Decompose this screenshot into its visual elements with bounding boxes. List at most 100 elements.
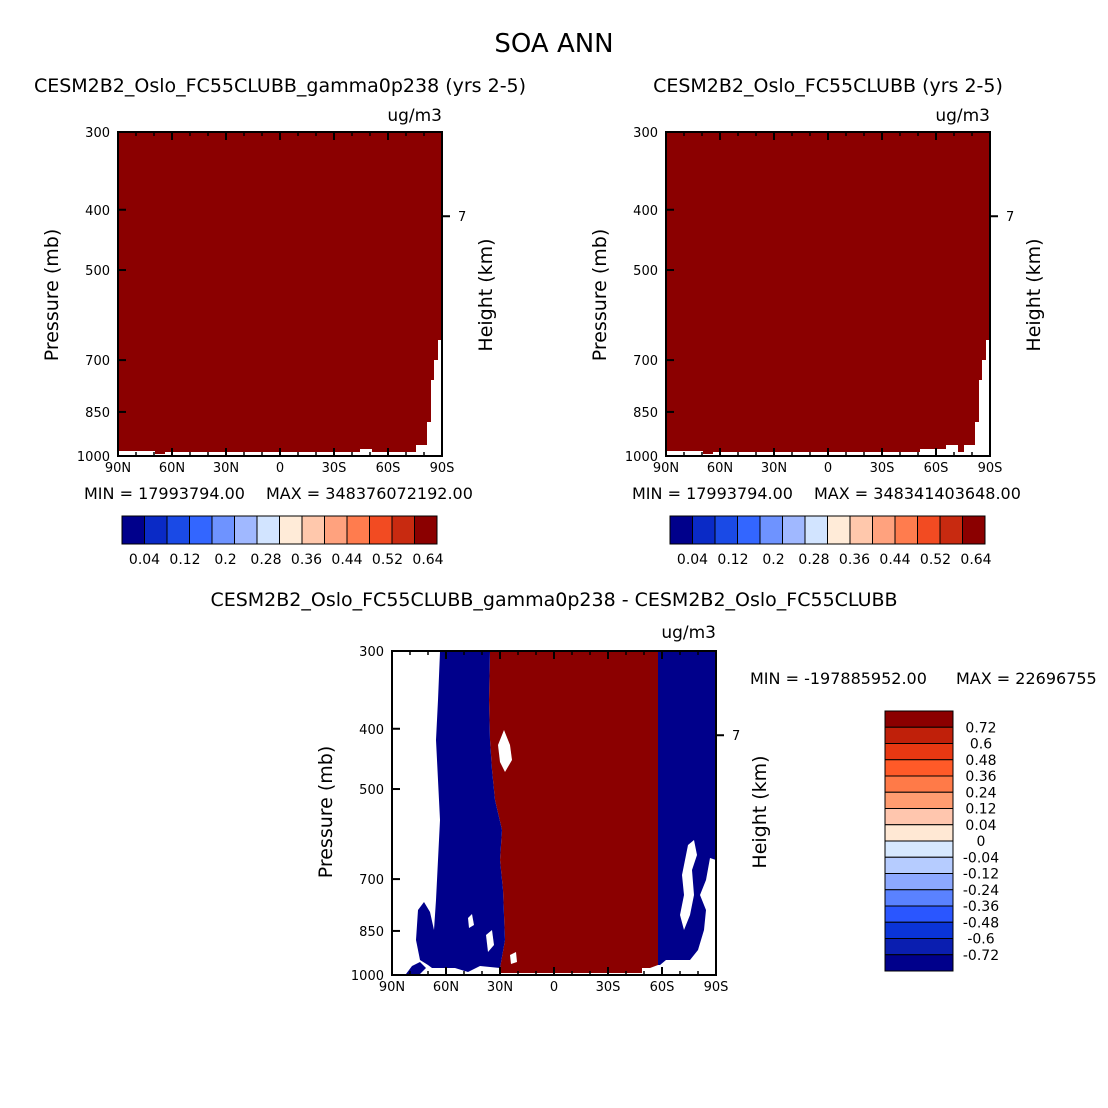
colorbar-label: 0.04 bbox=[129, 552, 160, 568]
panel-top-right: CESM2B2_Oslo_FC55CLUBB (yrs 2-5) ug/m3 9… bbox=[589, 75, 1045, 503]
colorbar-swatch bbox=[369, 515, 393, 545]
colorbar-label: 0.12 bbox=[169, 552, 200, 568]
x-tick-label: 60S bbox=[650, 980, 675, 995]
y-tick-label: 500 bbox=[359, 783, 384, 798]
negative-band-north bbox=[416, 652, 505, 972]
colorbar-swatch bbox=[234, 515, 258, 545]
colorbar-label: 0.2 bbox=[762, 552, 784, 568]
x-tick-label: 90S bbox=[704, 980, 729, 995]
panel-title: CESM2B2_Oslo_FC55CLUBB (yrs 2-5) bbox=[653, 75, 1003, 97]
colorbar-swatch bbox=[884, 954, 954, 972]
x-tick-label: 90N bbox=[379, 980, 405, 995]
colorbar-label: 0.12 bbox=[965, 802, 996, 818]
colorbar-label: 0.28 bbox=[798, 552, 829, 568]
x-tick-label: 90S bbox=[978, 461, 1003, 476]
colorbar-label: 0.44 bbox=[331, 552, 362, 568]
white-holes bbox=[468, 730, 697, 964]
colorbar-label: -0.12 bbox=[963, 867, 999, 883]
negative-band-south bbox=[658, 652, 716, 965]
y-tick-label: 850 bbox=[85, 406, 110, 421]
axes-frame: 90N 60N 30N 0 30S 60S 90S 300 400 500 700 850 1000 7 bbox=[351, 645, 740, 995]
colorbar-swatch bbox=[346, 515, 370, 545]
colorbar-label: 0.6 bbox=[970, 737, 992, 753]
right-tick-label: 7 bbox=[458, 210, 466, 225]
y-tick-label: 500 bbox=[85, 264, 110, 279]
colorbar-swatch bbox=[804, 515, 828, 545]
y-tick-label: 500 bbox=[633, 264, 658, 279]
figure-title: SOA ANN bbox=[494, 29, 613, 59]
x-tick-label: 90N bbox=[653, 461, 679, 476]
x-tick-label: 30N bbox=[487, 980, 513, 995]
colorbar-swatch bbox=[256, 515, 280, 545]
units-label: ug/m3 bbox=[387, 106, 442, 126]
y-tick-label: 300 bbox=[359, 645, 384, 660]
colorbar-swatch bbox=[391, 515, 415, 545]
x-tick-label: 30N bbox=[761, 461, 787, 476]
y-tick-label: 700 bbox=[359, 873, 384, 888]
colorbar-swatch bbox=[669, 515, 693, 545]
x-tick-label: 0 bbox=[550, 980, 558, 995]
x-tick-label: 60S bbox=[376, 461, 401, 476]
colorbar-swatch bbox=[166, 515, 190, 545]
colorbar-swatch bbox=[884, 873, 954, 891]
panel-difference: CESM2B2_Oslo_FC55CLUBB_gamma0p238 - CESM… bbox=[210, 589, 1096, 995]
x-tick-label: 60N bbox=[433, 980, 459, 995]
colorbar-label: 0.04 bbox=[965, 818, 996, 834]
colorbar-swatch bbox=[827, 515, 851, 545]
x-tick-label: 60N bbox=[707, 461, 733, 476]
colorbar-swatch bbox=[782, 515, 806, 545]
colorbar-swatch bbox=[884, 856, 954, 874]
y-tick-label: 300 bbox=[633, 126, 658, 141]
colorbar-swatch bbox=[324, 515, 348, 545]
colorbar-top-right: 0.04 0.12 0.2 0.28 0.36 0.44 0.52 0.64 bbox=[669, 515, 992, 568]
colorbar-swatch bbox=[211, 515, 235, 545]
colorbar-swatch bbox=[121, 515, 145, 545]
colorbar-label: 0.24 bbox=[965, 785, 996, 801]
colorbar-swatch bbox=[884, 921, 954, 939]
colorbar-label: 0 bbox=[977, 834, 986, 850]
panel-title: CESM2B2_Oslo_FC55CLUBB_gamma0p238 - CESM… bbox=[210, 589, 897, 611]
colorbar-label: 0.36 bbox=[291, 552, 322, 568]
colorbar-label: -0.48 bbox=[963, 915, 999, 931]
y-tick-label: 700 bbox=[633, 354, 658, 369]
colorbar-label: 0.64 bbox=[412, 552, 443, 568]
colorbar-swatch bbox=[884, 889, 954, 907]
y-tick-label: 700 bbox=[85, 354, 110, 369]
colorbar-swatch bbox=[144, 515, 168, 545]
axes-frame: 90N 60N 30N 0 30S 60S 90S 300 400 500 700 850 1000 7 bbox=[625, 126, 1014, 476]
y-tick-label: 400 bbox=[633, 204, 658, 219]
colorbar-swatch bbox=[714, 515, 738, 545]
x-tick-label: 30N bbox=[213, 461, 239, 476]
colorbar-swatch bbox=[737, 515, 761, 545]
colorbar-swatch bbox=[939, 515, 963, 545]
axes-frame: 90N 60N 30N 0 30S 60S 90S 300 400 500 700 850 1000 7 bbox=[77, 126, 466, 476]
units-label: ug/m3 bbox=[935, 106, 990, 126]
colorbar-swatch bbox=[884, 743, 954, 761]
y-axis-label: Pressure (mb) bbox=[589, 229, 611, 362]
colorbar-label: 0.52 bbox=[372, 552, 403, 568]
y-tick-label: 850 bbox=[359, 925, 384, 940]
colorbar-swatch bbox=[692, 515, 716, 545]
colorbar-swatch bbox=[884, 710, 954, 728]
y-axis-label: Pressure (mb) bbox=[315, 746, 337, 879]
min-label: MIN = -197885952.00 bbox=[750, 669, 927, 688]
y-tick-label: 400 bbox=[85, 204, 110, 219]
x-tick-label: 30S bbox=[870, 461, 895, 476]
colorbar-swatch bbox=[884, 824, 954, 842]
colorbar-swatch bbox=[894, 515, 918, 545]
contour-field bbox=[406, 652, 716, 974]
colorbar-label: 0.28 bbox=[250, 552, 281, 568]
colorbar-swatch bbox=[884, 775, 954, 793]
colorbar-swatch bbox=[884, 759, 954, 777]
colorbar-label: 0.04 bbox=[677, 552, 708, 568]
units-label: ug/m3 bbox=[661, 623, 716, 643]
x-tick-label: 90S bbox=[430, 461, 455, 476]
colorbar-top-left: 0.04 0.12 0.2 0.28 0.36 0.44 0.52 0.64 bbox=[121, 515, 444, 568]
y-tick-label: 300 bbox=[85, 126, 110, 141]
y-tick-label: 400 bbox=[359, 723, 384, 738]
colorbar-difference: 0.720.60.480.360.240.120.040-0.04-0.12-0… bbox=[884, 710, 999, 972]
min-label: MIN = 17993794.00 bbox=[632, 484, 793, 503]
colorbar-label: 0.36 bbox=[965, 769, 996, 785]
colorbar-swatch bbox=[884, 808, 954, 826]
